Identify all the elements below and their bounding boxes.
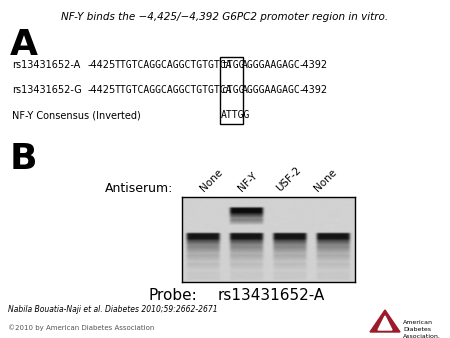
Text: cTGG: cTGG (221, 85, 244, 95)
Text: -4392: -4392 (299, 60, 327, 70)
Text: American
Diabetes
Association.: American Diabetes Association. (403, 320, 441, 338)
Text: rs13431652-G: rs13431652-G (12, 85, 82, 95)
Text: NF-Y: NF-Y (236, 170, 259, 193)
Text: USF-2: USF-2 (274, 165, 302, 193)
Text: NF-Y binds the −4,425/−4,392 G6PC2 promoter region in vitro.: NF-Y binds the −4,425/−4,392 G6PC2 promo… (62, 12, 388, 22)
Text: ©2010 by American Diabetes Association: ©2010 by American Diabetes Association (8, 325, 154, 331)
Polygon shape (370, 310, 400, 332)
Text: rs13431652-A: rs13431652-A (218, 288, 325, 303)
Text: rs13431652-A: rs13431652-A (12, 60, 80, 70)
Text: tTGG: tTGG (221, 60, 244, 70)
Text: A: A (10, 28, 38, 62)
Text: B: B (10, 142, 37, 176)
Text: None: None (312, 167, 338, 193)
Text: AGGGAAGAGC: AGGGAAGAGC (242, 60, 301, 70)
Text: TTGTCAGGCAGGCTGTGTCA: TTGTCAGGCAGGCTGTGTCA (115, 60, 233, 70)
Polygon shape (378, 316, 392, 330)
Text: Probe:: Probe: (148, 288, 197, 303)
Text: None: None (198, 167, 224, 193)
Text: NF-Y Consensus (Inverted): NF-Y Consensus (Inverted) (12, 110, 141, 120)
Text: AGGGAAGAGC: AGGGAAGAGC (242, 85, 301, 95)
Text: -4392: -4392 (299, 85, 327, 95)
Text: Antiserum:: Antiserum: (105, 182, 173, 194)
Text: Nabila Bouatia-Naji et al. Diabetes 2010;59:2662-2671: Nabila Bouatia-Naji et al. Diabetes 2010… (8, 306, 218, 314)
Text: TTGTCAGGCAGGCTGTGTCA: TTGTCAGGCAGGCTGTGTCA (115, 85, 233, 95)
Text: ATTGG: ATTGG (221, 110, 250, 120)
Text: -4425: -4425 (88, 85, 116, 95)
Bar (220, 57, 243, 124)
Text: -4425: -4425 (88, 60, 116, 70)
